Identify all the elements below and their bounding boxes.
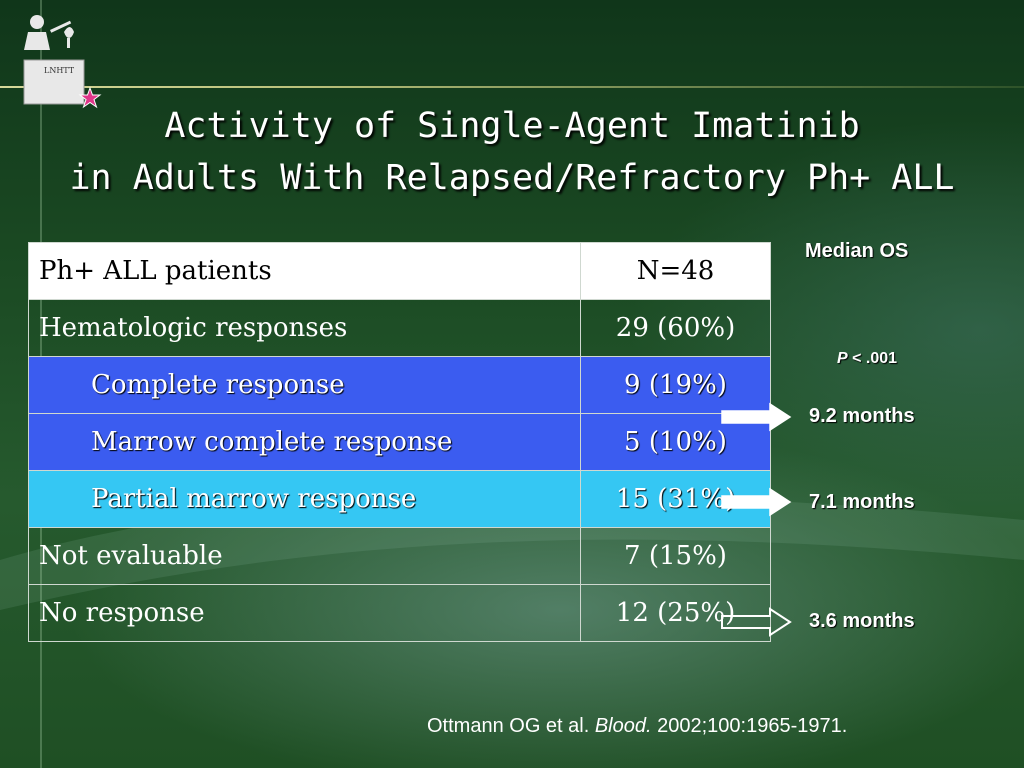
p-symbol: P [837,350,848,367]
row-label: Not evaluable [28,527,581,585]
title-line-2: in Adults With Relapsed/Refractory Ph+ A… [69,158,955,198]
row-label: Marrow complete response [28,413,581,471]
citation-journal: Blood. [594,715,652,737]
decorative-horizontal-line [0,86,1024,88]
row-value: 7 (15%) [580,527,771,585]
p-value-text: < .001 [847,350,898,367]
table-row: Marrow complete response 5 (10%) [28,413,771,471]
table-header-row: Ph+ ALL patients N=48 [28,242,771,300]
response-table: Ph+ ALL patients N=48 Hematologic respon… [28,242,771,642]
arrow-right-icon [721,402,792,432]
table-row: Complete response 9 (19%) [28,356,771,414]
median-os-value: 7.1 months [809,491,915,513]
row-label: No response [28,584,581,642]
arrow-right-outline-icon [721,607,792,637]
row-label: Complete response [28,356,581,414]
row-value: 9 (19%) [580,356,771,414]
arrow-right-icon [721,487,792,517]
citation-authors: Ottmann OG et al. [427,715,595,737]
median-os-value: 9.2 months [809,405,915,427]
citation-details: 2002;100:1965-1971. [651,715,848,737]
logo-label: LNHTT [44,66,75,75]
p-value: P < .001 [837,350,897,368]
row-value: 15 (31%) [580,470,771,528]
table-row: Hematologic responses 29 (60%) [28,299,771,357]
table-row: Not evaluable 7 (15%) [28,527,771,585]
median-os-heading: Median OS [805,240,909,262]
row-label: Partial marrow response [28,470,581,528]
citation: Ottmann OG et al. Blood. 2002;100:1965-1… [427,715,847,738]
header-label: Ph+ ALL patients [28,242,581,300]
teacher-podium-icon [23,15,102,109]
median-os-value: 3.6 months [809,610,915,632]
slide-title: Activity of Single-Agent Imatinib in Adu… [0,100,1024,204]
row-label: Hematologic responses [28,299,581,357]
row-value: 12 (25%) [580,584,771,642]
table-row: No response 12 (25%) [28,584,771,642]
title-line-1: Activity of Single-Agent Imatinib [164,106,860,146]
header-value: N=48 [580,242,771,300]
table-row: Partial marrow response 15 (31%) [28,470,771,528]
row-value: 29 (60%) [580,299,771,357]
